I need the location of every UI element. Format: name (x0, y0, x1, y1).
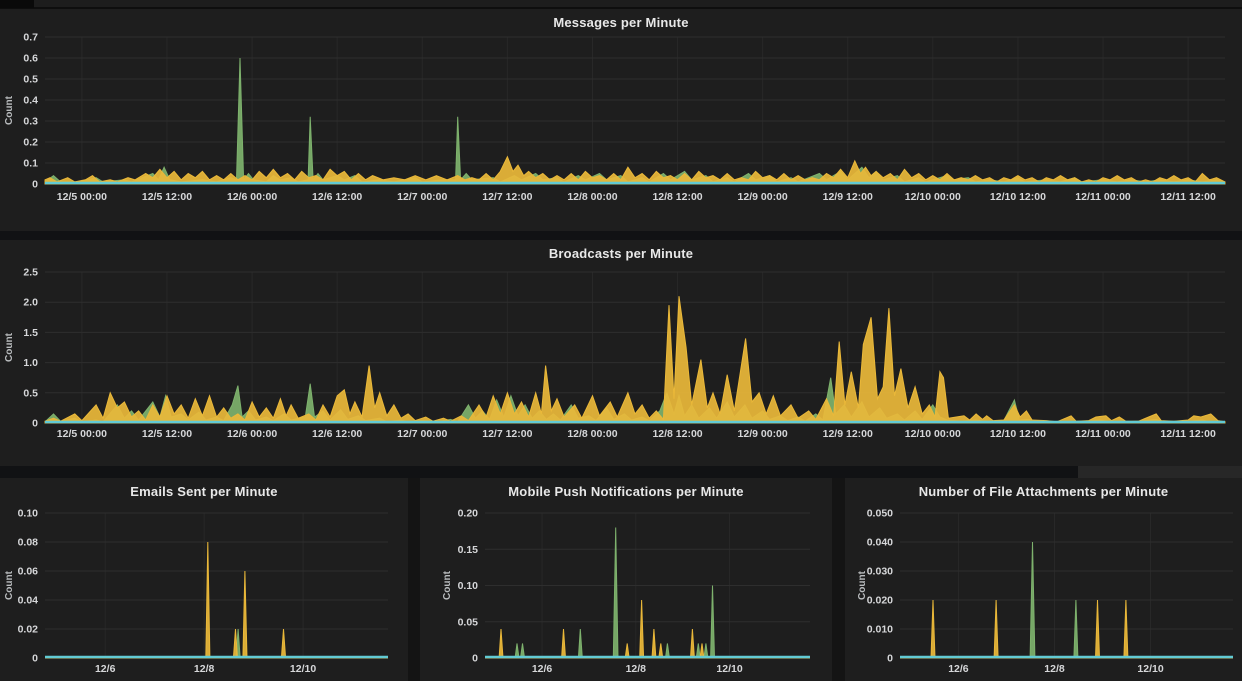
svg-text:12/8 00:00: 12/8 00:00 (567, 191, 617, 203)
top-bar (0, 0, 1242, 9)
emails-chart-canvas[interactable]: 0 0.02 0.04 0.06 0.08 0.10 12/6 12/8 12/10 Count (0, 478, 408, 681)
panel-broadcasts-per-minute: 0 0.5 1.0 1.5 2.0 2.5 12/5 00:00 12/5 12:00 12/6… (0, 240, 1242, 466)
svg-text:12/8: 12/8 (194, 663, 215, 675)
svg-text:12/5 12:00: 12/5 12:00 (142, 428, 192, 440)
svg-text:12/8: 12/8 (1044, 663, 1065, 675)
panel-row-divider-1 (0, 231, 1242, 240)
svg-text:0.5: 0.5 (23, 74, 38, 86)
svg-text:12/5 00:00: 12/5 00:00 (57, 428, 107, 440)
svg-text:0.040: 0.040 (867, 537, 893, 549)
broadcasts-chart-canvas[interactable]: 0 0.5 1.0 1.5 2.0 2.5 12/5 00:00 12/5 12:00 12/6… (0, 240, 1242, 466)
svg-text:12/7 00:00: 12/7 00:00 (397, 428, 447, 440)
push-notifications-chart-canvas[interactable]: 0 0.05 0.10 0.15 0.20 12/6 12/8 12/10 Count (420, 478, 832, 681)
svg-text:0.02: 0.02 (18, 624, 39, 636)
svg-text:12/5 00:00: 12/5 00:00 (57, 191, 107, 203)
svg-text:0.06: 0.06 (18, 566, 39, 578)
svg-text:12/9 00:00: 12/9 00:00 (738, 428, 788, 440)
svg-text:0.15: 0.15 (458, 544, 479, 556)
svg-text:12/11 00:00: 12/11 00:00 (1075, 191, 1131, 203)
svg-text:2.0: 2.0 (23, 297, 38, 309)
svg-text:0.050: 0.050 (867, 508, 893, 520)
svg-text:12/10: 12/10 (290, 663, 316, 675)
svg-text:Count: Count (4, 332, 15, 362)
panel-mobile-push-notifications: 0 0.05 0.10 0.15 0.20 12/6 12/8 12/10 Count Mobi… (420, 478, 832, 681)
panel-title-push-notifications[interactable]: Mobile Push Notifications per Minute (508, 484, 744, 499)
svg-text:1.0: 1.0 (23, 357, 38, 369)
svg-text:12/8 00:00: 12/8 00:00 (567, 428, 617, 440)
svg-text:0.5: 0.5 (23, 387, 38, 399)
svg-text:12/10 00:00: 12/10 00:00 (905, 191, 961, 203)
svg-text:12/6 12:00: 12/6 12:00 (312, 191, 362, 203)
svg-text:Count: Count (4, 570, 15, 600)
svg-text:0.3: 0.3 (23, 116, 38, 128)
svg-text:12/6 00:00: 12/6 00:00 (227, 191, 277, 203)
svg-text:0: 0 (472, 653, 478, 665)
svg-text:12/8: 12/8 (626, 663, 647, 675)
svg-text:0.08: 0.08 (18, 537, 39, 549)
svg-text:0.2: 0.2 (23, 137, 38, 149)
svg-text:0.6: 0.6 (23, 53, 38, 65)
svg-text:12/10: 12/10 (1137, 663, 1163, 675)
svg-text:12/7 12:00: 12/7 12:00 (482, 428, 532, 440)
svg-text:12/11 00:00: 12/11 00:00 (1075, 428, 1131, 440)
svg-text:12/10: 12/10 (716, 663, 742, 675)
svg-text:0.20: 0.20 (458, 508, 479, 520)
svg-text:2.5: 2.5 (23, 267, 38, 279)
svg-text:12/9 12:00: 12/9 12:00 (823, 191, 873, 203)
svg-text:12/7 12:00: 12/7 12:00 (482, 191, 532, 203)
panel-messages-per-minute: 0 0.1 0.2 0.3 0.4 0.5 0.6 0.7 12/5 00:00 12/5 12:… (0, 9, 1242, 231)
svg-text:0.010: 0.010 (867, 624, 893, 636)
svg-text:0.7: 0.7 (23, 32, 38, 44)
svg-text:Count: Count (857, 570, 868, 600)
svg-text:12/7 00:00: 12/7 00:00 (397, 191, 447, 203)
svg-text:0.1: 0.1 (23, 158, 38, 170)
panel-row-divider-2 (0, 466, 1242, 478)
svg-text:12/10 00:00: 12/10 00:00 (905, 428, 961, 440)
svg-text:0.04: 0.04 (18, 595, 39, 607)
svg-text:Count: Count (442, 570, 453, 600)
panel-title-file-attachments[interactable]: Number of File Attachments per Minute (918, 484, 1169, 499)
svg-text:0.020: 0.020 (867, 595, 893, 607)
svg-text:12/6: 12/6 (532, 663, 553, 675)
svg-text:12/6 00:00: 12/6 00:00 (227, 428, 277, 440)
svg-text:0.10: 0.10 (18, 508, 39, 520)
messages-chart-canvas[interactable]: 0 0.1 0.2 0.3 0.4 0.5 0.6 0.7 12/5 00:00 12/5 12:… (0, 9, 1242, 231)
svg-text:12/11 12:00: 12/11 12:00 (1160, 428, 1216, 440)
svg-text:1.5: 1.5 (23, 327, 38, 339)
svg-text:12/5 12:00: 12/5 12:00 (142, 191, 192, 203)
svg-text:12/9 00:00: 12/9 00:00 (738, 191, 788, 203)
svg-text:0: 0 (887, 653, 893, 665)
svg-text:12/6: 12/6 (948, 663, 969, 675)
svg-text:0.4: 0.4 (23, 95, 38, 107)
panel-title-emails[interactable]: Emails Sent per Minute (130, 484, 278, 499)
svg-text:12/6 12:00: 12/6 12:00 (312, 428, 362, 440)
panel-edge-highlight (1078, 465, 1242, 478)
panel-title-messages[interactable]: Messages per Minute (553, 15, 689, 30)
svg-text:12/10 12:00: 12/10 12:00 (990, 191, 1046, 203)
panel-emails-sent-per-minute: 0 0.02 0.04 0.06 0.08 0.10 12/6 12/8 12/10 Count … (0, 478, 408, 681)
svg-text:12/10 12:00: 12/10 12:00 (990, 428, 1046, 440)
svg-text:0.030: 0.030 (867, 566, 893, 578)
svg-text:0.10: 0.10 (458, 580, 479, 592)
svg-text:Count: Count (4, 95, 15, 125)
file-attachments-chart-canvas[interactable]: 0 0.010 0.020 0.030 0.040 0.050 12/6 12/8 12/10 C… (845, 478, 1242, 681)
svg-text:0: 0 (32, 179, 38, 191)
svg-text:0: 0 (32, 653, 38, 665)
svg-text:12/11 12:00: 12/11 12:00 (1160, 191, 1216, 203)
svg-text:12/8 12:00: 12/8 12:00 (652, 428, 702, 440)
svg-text:12/6: 12/6 (95, 663, 116, 675)
panel-title-broadcasts[interactable]: Broadcasts per Minute (548, 246, 694, 261)
top-left-notch (0, 0, 34, 8)
svg-text:0: 0 (32, 418, 38, 430)
svg-text:12/9 12:00: 12/9 12:00 (823, 428, 873, 440)
panel-file-attachments: 0 0.010 0.020 0.030 0.040 0.050 12/6 12/8 12/10 C… (845, 478, 1242, 681)
svg-text:0.05: 0.05 (458, 616, 479, 628)
svg-text:12/8 12:00: 12/8 12:00 (652, 191, 702, 203)
